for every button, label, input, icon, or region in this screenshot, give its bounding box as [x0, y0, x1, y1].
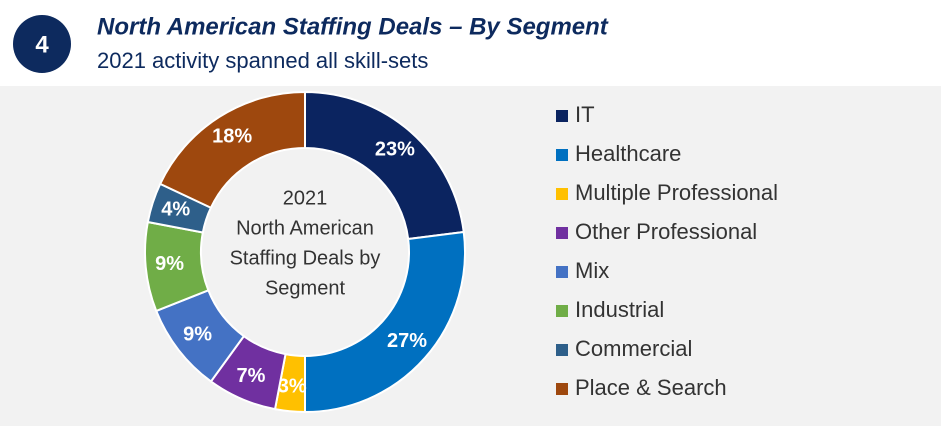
donut-segment — [304, 230, 466, 414]
legend-label: Industrial — [575, 297, 664, 322]
legend-swatch — [556, 344, 568, 356]
legend-swatch — [556, 110, 568, 122]
data-label: 3% — [278, 376, 307, 398]
badge — [13, 15, 71, 73]
center-label: North American — [236, 217, 374, 239]
legend-swatch — [556, 227, 568, 239]
data-label: 9% — [155, 253, 184, 275]
chart-subtitle: 2021 activity spanned all skill-sets — [97, 48, 428, 73]
legend-swatch — [556, 188, 568, 200]
legend-label: IT — [575, 102, 595, 127]
legend-label: Mix — [575, 258, 609, 283]
data-label: 23% — [375, 138, 415, 160]
center-label: 2021 — [283, 187, 328, 209]
legend-label: Other Professional — [575, 219, 757, 244]
data-label: 7% — [237, 365, 266, 387]
legend-label: Place & Search — [575, 375, 727, 400]
donut-segment — [158, 90, 306, 210]
center-label: Staffing Deals by — [230, 247, 381, 269]
legend-swatch — [556, 383, 568, 395]
chart-title: North American Staffing Deals – By Segme… — [97, 13, 609, 40]
legend-swatch — [556, 149, 568, 161]
data-label: 4% — [161, 198, 190, 220]
data-label: 18% — [212, 125, 252, 147]
legend-swatch — [556, 266, 568, 278]
data-label: 9% — [183, 324, 212, 346]
legend-label: Healthcare — [575, 141, 681, 166]
legend-label: Commercial — [575, 336, 692, 361]
center-label: Segment — [265, 277, 345, 299]
legend-swatch — [556, 305, 568, 317]
legend-label: Multiple Professional — [575, 180, 778, 205]
badge-number: 4 — [35, 31, 49, 58]
data-label: 27% — [387, 330, 427, 352]
panel — [0, 86, 941, 426]
